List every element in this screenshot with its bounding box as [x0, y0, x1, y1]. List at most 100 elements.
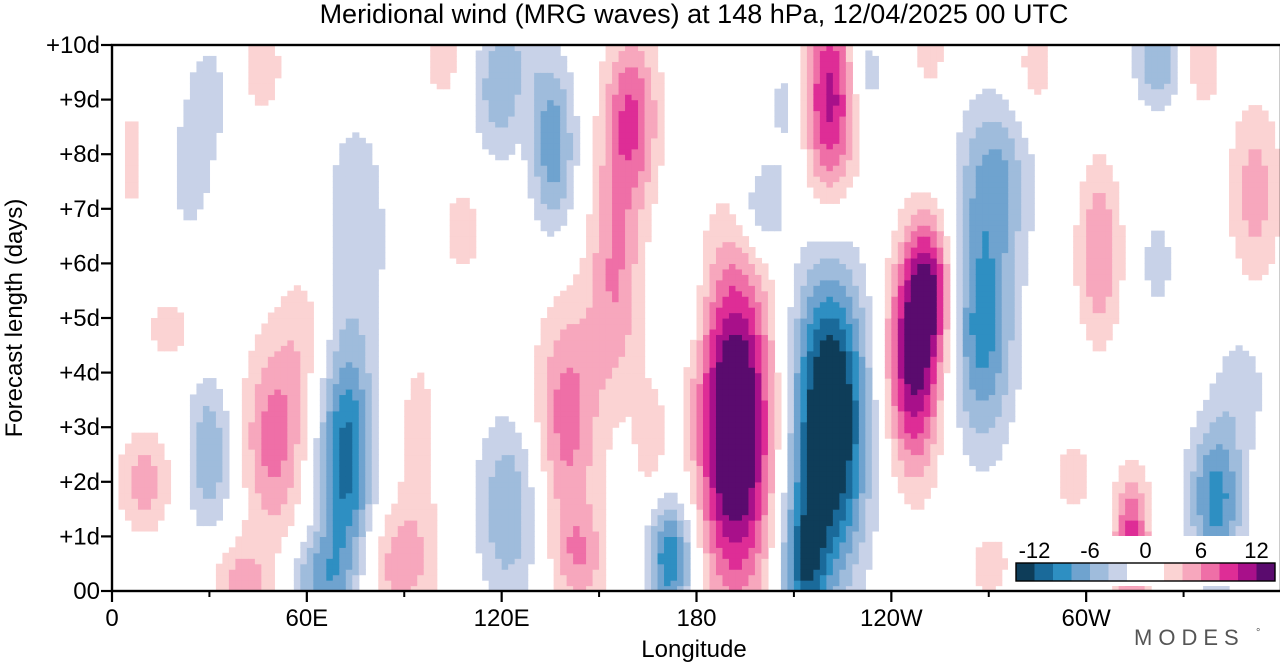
heatmap-cell [326, 410, 334, 417]
heatmap-cell [579, 558, 587, 565]
heatmap-cell [715, 530, 724, 537]
heatmap-cell [560, 159, 568, 166]
heatmap-cell [131, 192, 139, 199]
heatmap-cell [800, 476, 808, 483]
heatmap-cell [319, 476, 327, 483]
heatmap-cell [417, 410, 425, 417]
heatmap-cell [222, 481, 230, 488]
heatmap-cell [605, 361, 613, 368]
heatmap-cell [553, 421, 561, 428]
heatmap-cell [254, 55, 262, 62]
heatmap-cell [352, 268, 360, 275]
heatmap-cell [560, 77, 568, 84]
heatmap-cell [196, 399, 204, 406]
heatmap-cell [274, 470, 282, 477]
heatmap-cell [754, 427, 763, 434]
heatmap-cell [339, 492, 347, 499]
heatmap-cell [514, 121, 522, 128]
heatmap-cell [599, 170, 607, 177]
heatmap-cell [378, 563, 386, 570]
heatmap-cell [638, 312, 646, 319]
heatmap-cell [748, 547, 756, 554]
heatmap-cell [482, 132, 490, 139]
heatmap-cell [306, 318, 314, 325]
heatmap-cell [702, 399, 711, 406]
heatmap-cell [358, 285, 366, 292]
heatmap-cell [254, 438, 262, 445]
heatmap-cell [599, 279, 607, 286]
heatmap-cell [787, 569, 795, 576]
heatmap-cell [540, 50, 548, 57]
heatmap-cell [365, 421, 373, 428]
heatmap-cell [722, 290, 730, 297]
heatmap-cell [696, 443, 704, 450]
heatmap-cell [527, 159, 535, 166]
heatmap-cell [625, 83, 633, 90]
heatmap-cell [508, 465, 516, 472]
heatmap-cell [657, 541, 665, 548]
heatmap-cell [417, 530, 425, 537]
heatmap-cell [508, 443, 516, 450]
heatmap-cell [261, 399, 269, 406]
heatmap-cell [319, 552, 327, 559]
heatmap-cell [352, 503, 360, 510]
heatmap-cell [319, 416, 327, 423]
heatmap-cell [599, 176, 607, 183]
heatmap-cell [267, 367, 275, 374]
heatmap-cell [534, 88, 542, 95]
heatmap-cell [728, 318, 737, 325]
heatmap-cell [800, 126, 808, 133]
heatmap-cell [365, 192, 373, 199]
heatmap-cell [540, 159, 548, 166]
heatmap-cell [612, 137, 620, 144]
heatmap-cell [605, 241, 613, 248]
heatmap-cell [488, 476, 496, 483]
heatmap-cell [482, 536, 490, 543]
heatmap-cell [787, 443, 795, 450]
heatmap-cell [644, 465, 652, 472]
heatmap-cell [150, 509, 159, 516]
heatmap-cell [137, 432, 146, 439]
heatmap-cell [521, 498, 529, 505]
heatmap-cell [371, 181, 379, 188]
heatmap-cell [605, 159, 613, 166]
heatmap-cell [651, 547, 659, 554]
heatmap-cell [709, 241, 717, 248]
heatmap-cell [482, 121, 490, 128]
heatmap-cell [774, 176, 782, 183]
heatmap-cell [449, 230, 457, 237]
heatmap-cell [657, 449, 665, 456]
heatmap-cell [800, 252, 808, 259]
heatmap-cell [683, 421, 691, 428]
heatmap-cell [371, 214, 379, 221]
heatmap-cell [631, 55, 639, 62]
heatmap-cell [274, 318, 282, 325]
heatmap-cell [754, 257, 763, 264]
heatmap-cell [404, 503, 412, 510]
heatmap-cell [495, 547, 503, 554]
heatmap-cell [553, 454, 561, 461]
heatmap-cell [547, 372, 555, 379]
heatmap-cell [728, 257, 737, 264]
heatmap-cell [261, 552, 269, 559]
heatmap-cell [806, 509, 814, 516]
heatmap-cell [735, 328, 743, 335]
heatmap-cell [683, 405, 691, 412]
heatmap-cell [638, 121, 646, 128]
heatmap-cell [547, 459, 555, 467]
heatmap-cell [728, 312, 737, 319]
heatmap-cell [560, 88, 568, 95]
heatmap-cell [423, 514, 431, 521]
heatmap-cell [540, 443, 548, 450]
heatmap-cell [397, 585, 405, 592]
heatmap-cell [215, 110, 223, 117]
heatmap-cell [547, 438, 555, 445]
heatmap-cell [696, 361, 704, 368]
heatmap-cell [612, 88, 620, 95]
heatmap-cell [358, 197, 366, 204]
heatmap-cell [482, 126, 490, 133]
heatmap-cell [754, 372, 763, 379]
heatmap-cell [365, 350, 373, 357]
heatmap-cell [566, 192, 574, 199]
heatmap-cell [352, 525, 360, 532]
